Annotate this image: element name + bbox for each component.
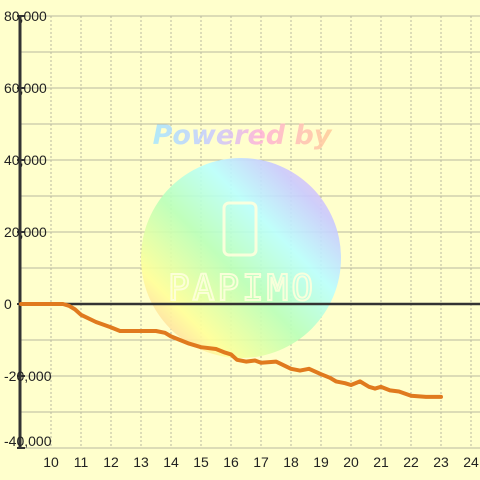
y-tick-label: 60,000 [4,80,47,96]
y-tick-label: 20,000 [4,224,47,240]
x-tick-label: 13 [133,454,149,470]
x-tick-label: 10 [43,454,59,470]
x-tick-label: 16 [223,454,239,470]
y-tick-label: 80,000 [4,8,47,24]
watermark-circle [141,158,341,358]
tick-labels: -40,000 -20,000 0 20,000 40,000 60,000 80,000 1… [4,8,479,470]
x-tick-label: 11 [74,454,89,470]
x-tick-label: 15 [193,454,209,470]
x-tick-label: 22 [403,454,419,470]
watermark-powered-by: Powered by [153,120,333,151]
x-tick-label: 21 [373,454,389,470]
x-tick-label: 19 [313,454,329,470]
x-tick-label: 20 [343,454,359,470]
x-tick-label: 14 [163,454,179,470]
y-tick-label: -20,000 [4,368,52,384]
x-tick-label: 24 [463,454,479,470]
y-tick-label: 40,000 [4,152,47,168]
series-line [19,302,443,399]
watermark: Powered by PAPIMO [141,120,341,358]
x-tick-label: 12 [103,454,119,470]
x-tick-label: 17 [253,454,269,470]
phone-icon [222,201,258,257]
axes [17,15,480,449]
y-tick-label: 0 [4,296,12,312]
series-layer [19,302,443,399]
y-tick-label: -40,000 [4,433,52,449]
x-tick-label: 23 [433,454,449,470]
x-tick-label: 18 [283,454,299,470]
